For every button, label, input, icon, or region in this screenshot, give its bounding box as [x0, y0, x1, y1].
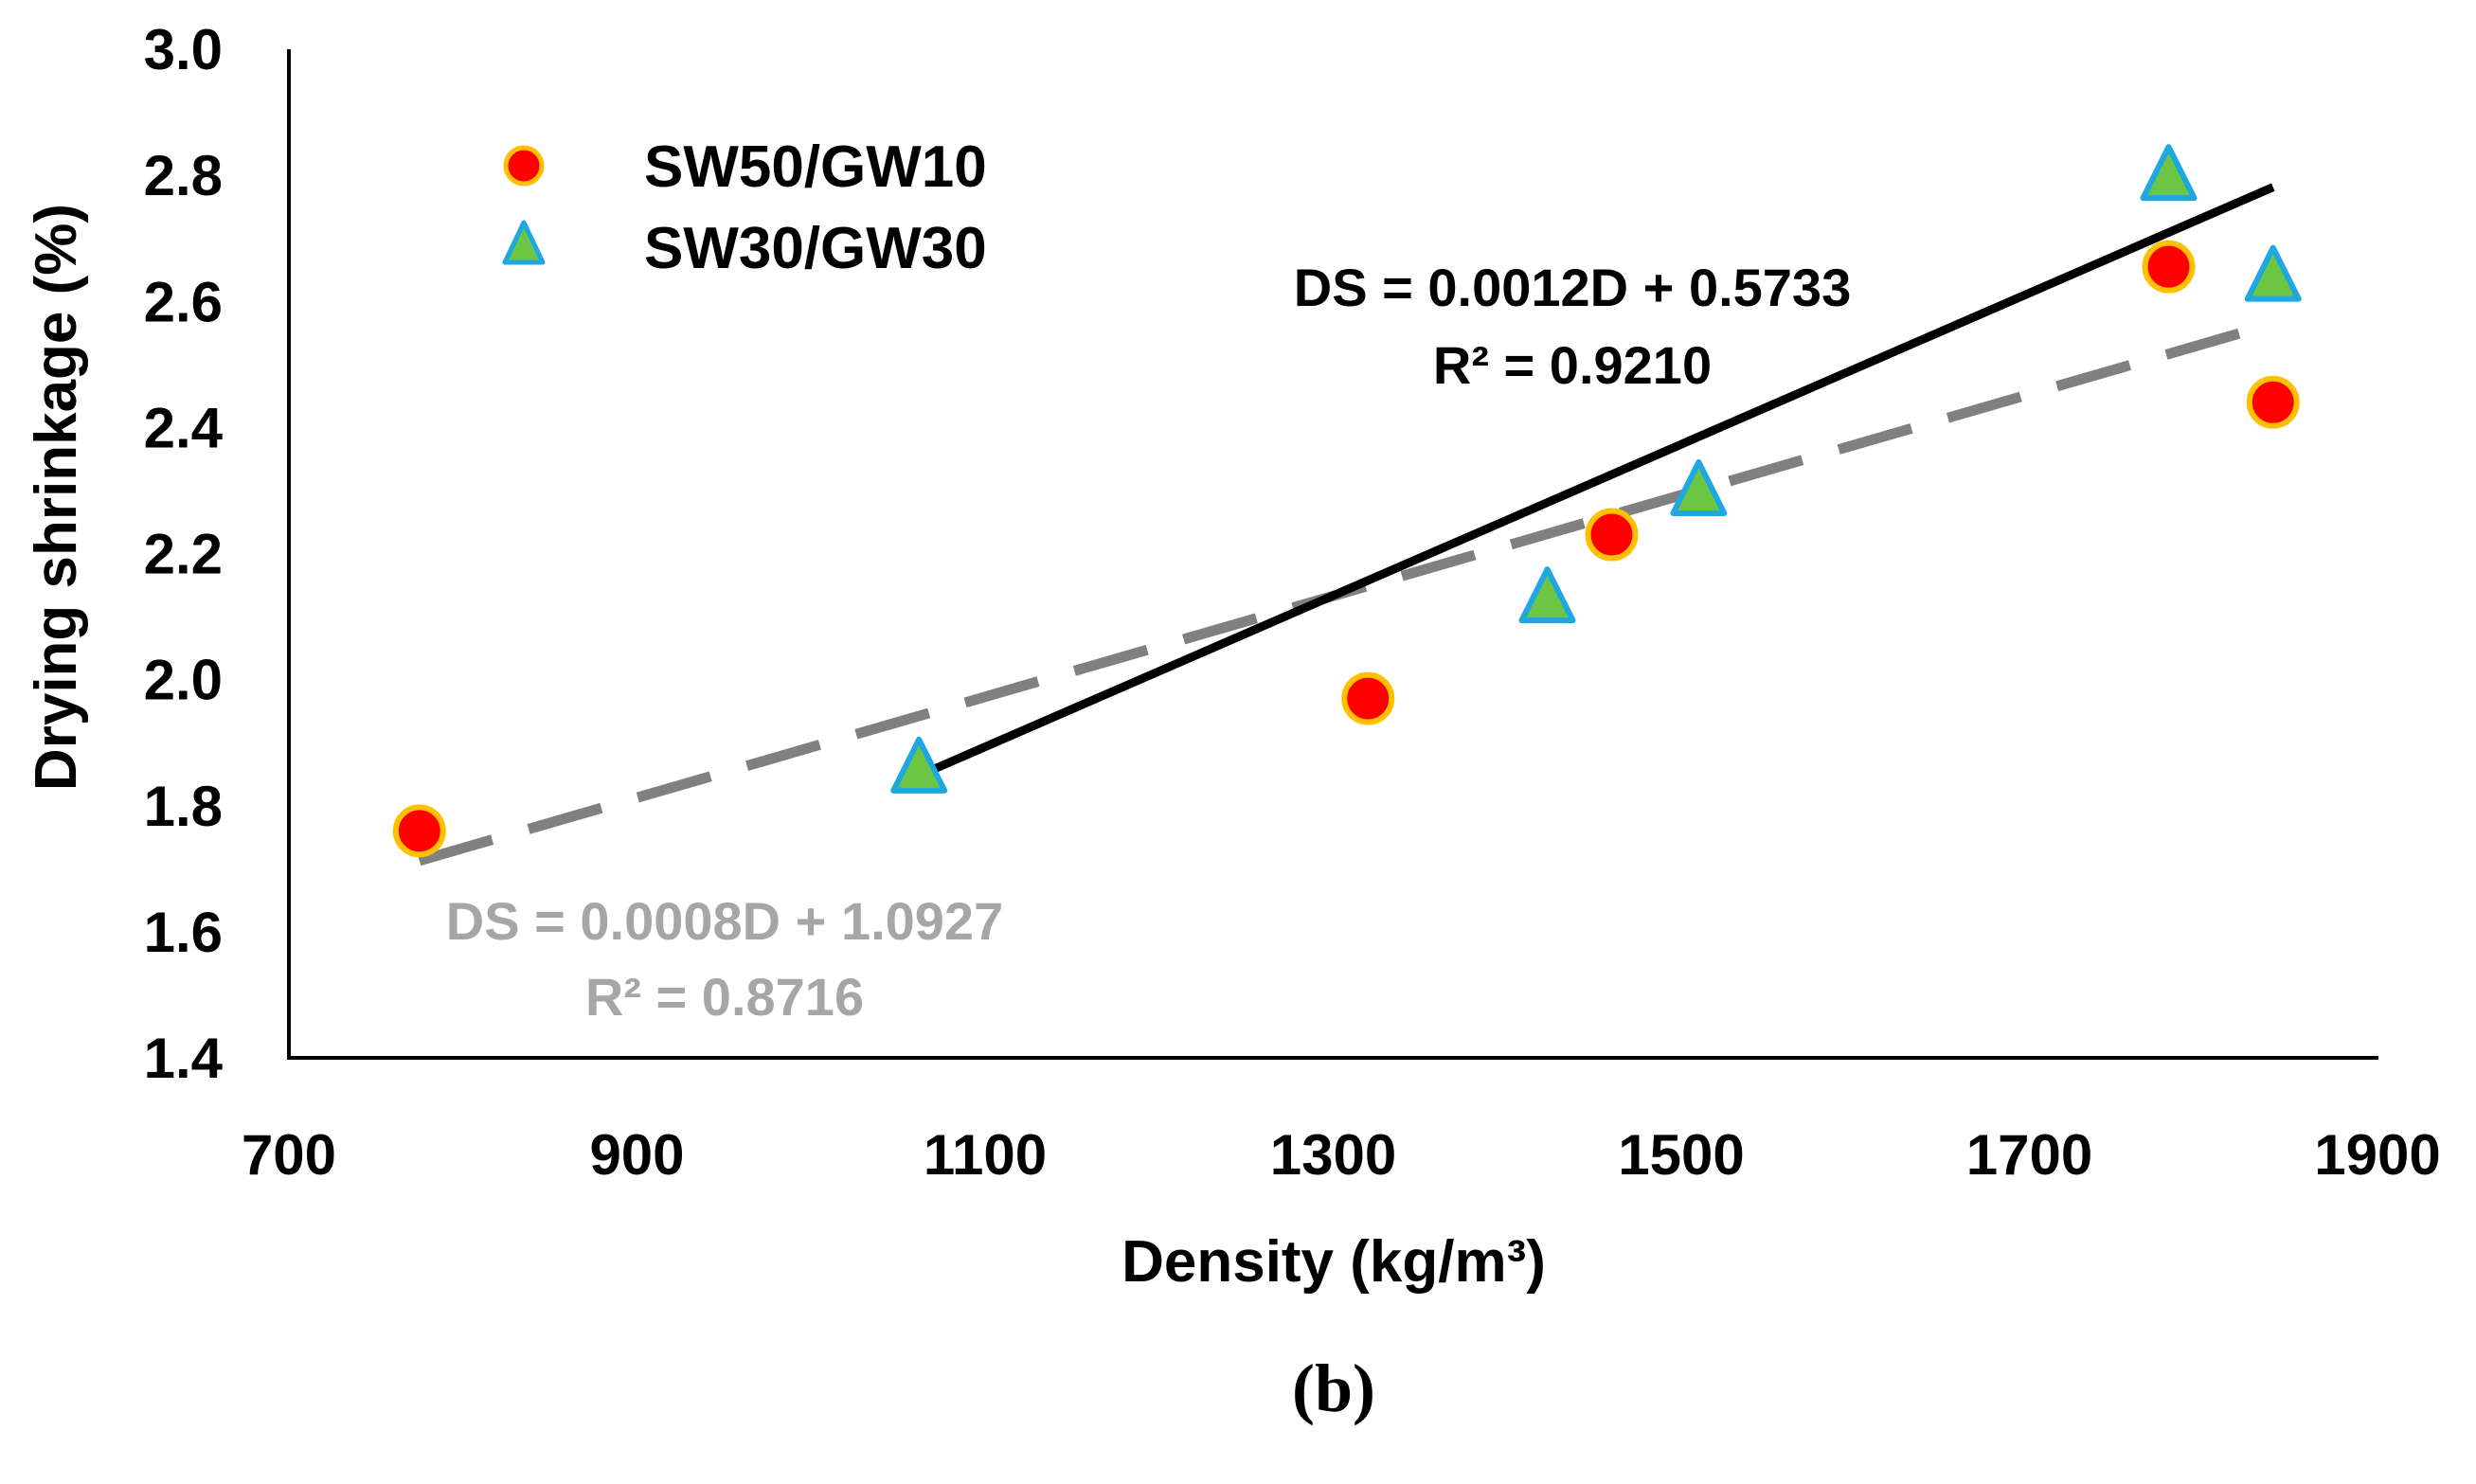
point-sw30-gw30 — [1518, 566, 1576, 624]
equation-gray: DS = 0.0008D + 1.0927 — [446, 891, 1003, 951]
x-tick-label: 1300 — [1270, 1123, 1396, 1187]
equation-black: DS = 0.0012D + 0.5733 — [1294, 258, 1851, 317]
legend-label-sw50-gw10: SW50/GW10 — [644, 134, 987, 200]
y-tick-label: 1.8 — [144, 775, 223, 838]
point-sw50-gw10 — [1585, 508, 1639, 562]
point-sw50-gw10 — [392, 804, 446, 858]
trendline-solid — [917, 183, 2275, 780]
y-tick-label: 2.0 — [144, 649, 223, 712]
point-sw50-gw10 — [1341, 671, 1395, 725]
x-tick-label: 900 — [589, 1123, 684, 1187]
r2-black: R² = 0.9210 — [1433, 335, 1712, 395]
figure-caption: (b) — [1292, 1350, 1375, 1426]
x-tick-label: 1100 — [924, 1123, 1047, 1187]
point-sw30-gw30 — [2244, 244, 2302, 302]
y-tick-label: 3.0 — [144, 18, 223, 81]
data-markers — [392, 144, 2302, 858]
point-sw30-gw30 — [2140, 144, 2198, 202]
x-tick-labels: 700 900 1100 1300 1500 1700 1900 — [242, 1123, 2441, 1187]
x-tick-label: 1900 — [2314, 1123, 2440, 1187]
legend-marker-sw30-gw30 — [502, 220, 546, 265]
point-sw50-gw10 — [2246, 375, 2300, 429]
legend-marker-sw50-gw10 — [503, 145, 545, 187]
y-tick-labels: 1.4 1.6 1.8 2.0 2.2 2.4 2.6 2.8 3.0 — [144, 18, 224, 1090]
y-tick-label: 2.2 — [144, 523, 223, 586]
y-tick-label: 2.6 — [144, 270, 223, 333]
x-tick-label: 700 — [242, 1123, 336, 1187]
r2-gray: R² = 0.8716 — [585, 967, 864, 1027]
y-axis-title: Drying shrinkage (%) — [24, 204, 89, 791]
x-tick-label: 1500 — [1618, 1123, 1744, 1187]
trendlines — [418, 183, 2275, 867]
y-tick-label: 2.8 — [144, 144, 223, 207]
y-tick-label: 2.4 — [144, 396, 224, 459]
legend: SW50/GW10 SW30/GW30 — [502, 134, 987, 281]
point-sw50-gw10 — [2142, 240, 2196, 294]
point-sw30-gw30 — [890, 736, 948, 794]
y-tick-label: 1.4 — [144, 1027, 224, 1090]
x-axis-title: Density (kg/m³) — [1121, 1229, 1546, 1295]
y-tick-label: 1.6 — [144, 901, 223, 964]
legend-label-sw30-gw30: SW30/GW30 — [644, 216, 987, 281]
x-tick-label: 1700 — [1966, 1123, 2092, 1187]
point-sw30-gw30 — [1670, 458, 1728, 516]
